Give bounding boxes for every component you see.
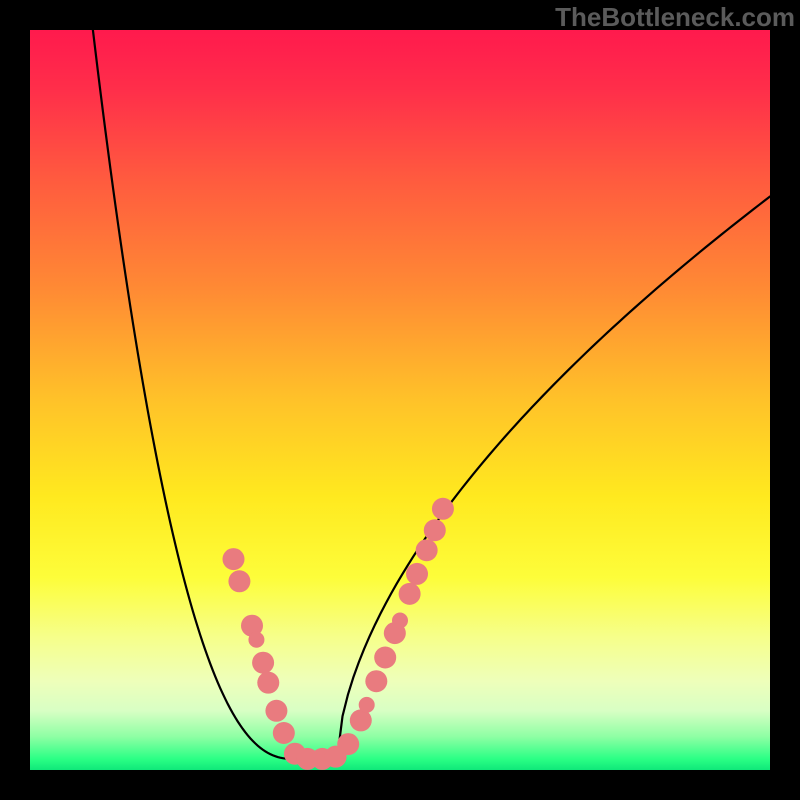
curve-marker (350, 709, 372, 731)
curve-marker (228, 570, 250, 592)
curve-marker (365, 670, 387, 692)
curve-marker (359, 697, 375, 713)
watermark-text: TheBottleneck.com (555, 2, 795, 33)
curve-marker (265, 700, 287, 722)
bottleneck-chart (30, 30, 770, 770)
curve-marker (392, 613, 408, 629)
curve-marker (337, 733, 359, 755)
curve-marker (374, 647, 396, 669)
curve-marker (399, 583, 421, 605)
curve-marker (424, 519, 446, 541)
curve-marker (416, 539, 438, 561)
figure-frame: TheBottleneck.com (0, 0, 800, 800)
curve-marker (252, 652, 274, 674)
curve-marker (273, 722, 295, 744)
curve-marker (257, 672, 279, 694)
curve-marker (406, 563, 428, 585)
curve-marker (223, 548, 245, 570)
curve-marker (248, 632, 264, 648)
curve-marker (432, 498, 454, 520)
gradient-background (30, 30, 770, 770)
